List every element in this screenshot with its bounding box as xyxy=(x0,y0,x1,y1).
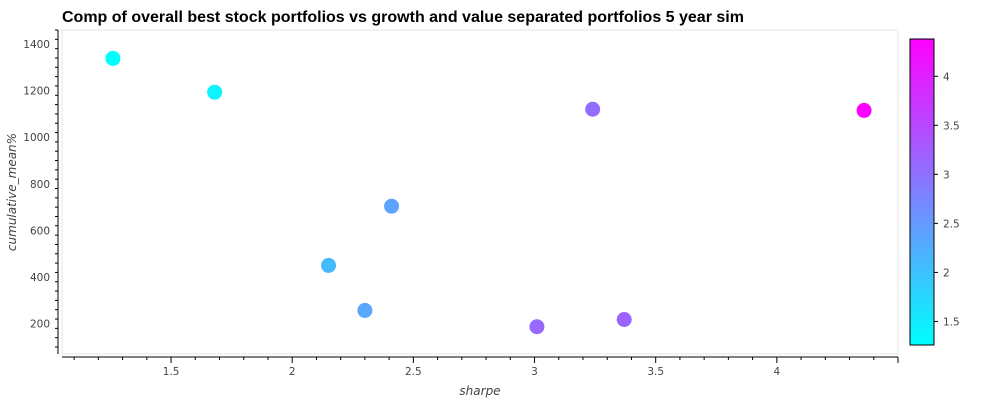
plot-area xyxy=(61,29,899,355)
x-tick-label: 3.5 xyxy=(647,366,664,378)
scatter-point xyxy=(856,102,872,118)
scatter-point xyxy=(321,257,337,273)
y-tick-label: 400 xyxy=(30,272,50,284)
x-axis-label: sharpe xyxy=(459,384,500,398)
colorbar-tick-label: 3.5 xyxy=(943,120,960,132)
colorbar-tick-label: 2.5 xyxy=(943,218,960,230)
axes: 1.5 2 2.5 3 3.5 4 200 400 600 800 1000 1200 1400 xyxy=(23,29,899,378)
colorbar-gradient xyxy=(909,38,935,346)
y-tick-label: 600 xyxy=(30,225,50,237)
y-tick-label: 200 xyxy=(30,319,50,331)
x-tick-label: 4 xyxy=(773,366,780,378)
colorbar-tick-label: 1.5 xyxy=(943,316,960,328)
scatter-point xyxy=(207,84,223,100)
colorbar-tick-label: 3 xyxy=(943,169,950,181)
chart-title: Comp of overall best stock portfolios vs… xyxy=(62,9,744,26)
scatter-point xyxy=(384,198,400,214)
y-tick-label: 1200 xyxy=(23,86,50,98)
scatter-point xyxy=(616,312,632,328)
scatter-point xyxy=(529,319,545,335)
scatter-points xyxy=(105,50,872,335)
colorbar-tick-label: 4 xyxy=(943,71,950,83)
y-tick-label: 1400 xyxy=(23,39,50,51)
y-tick-label: 800 xyxy=(30,179,50,191)
colorbar-tick-label: 2 xyxy=(943,267,950,279)
x-tick-label: 3 xyxy=(531,366,538,378)
colorbar: 1.5 2 2.5 3 3.5 4 xyxy=(909,38,960,346)
y-tick-label: 1000 xyxy=(23,132,50,144)
x-tick-label: 2.5 xyxy=(405,366,422,378)
x-tick-label: 1.5 xyxy=(163,366,180,378)
scatter-point xyxy=(357,302,373,318)
x-tick-label: 2 xyxy=(289,366,296,378)
scatter-point xyxy=(585,101,601,117)
scatter-point xyxy=(105,50,121,66)
y-axis-label: cumulative_mean% xyxy=(5,133,19,251)
